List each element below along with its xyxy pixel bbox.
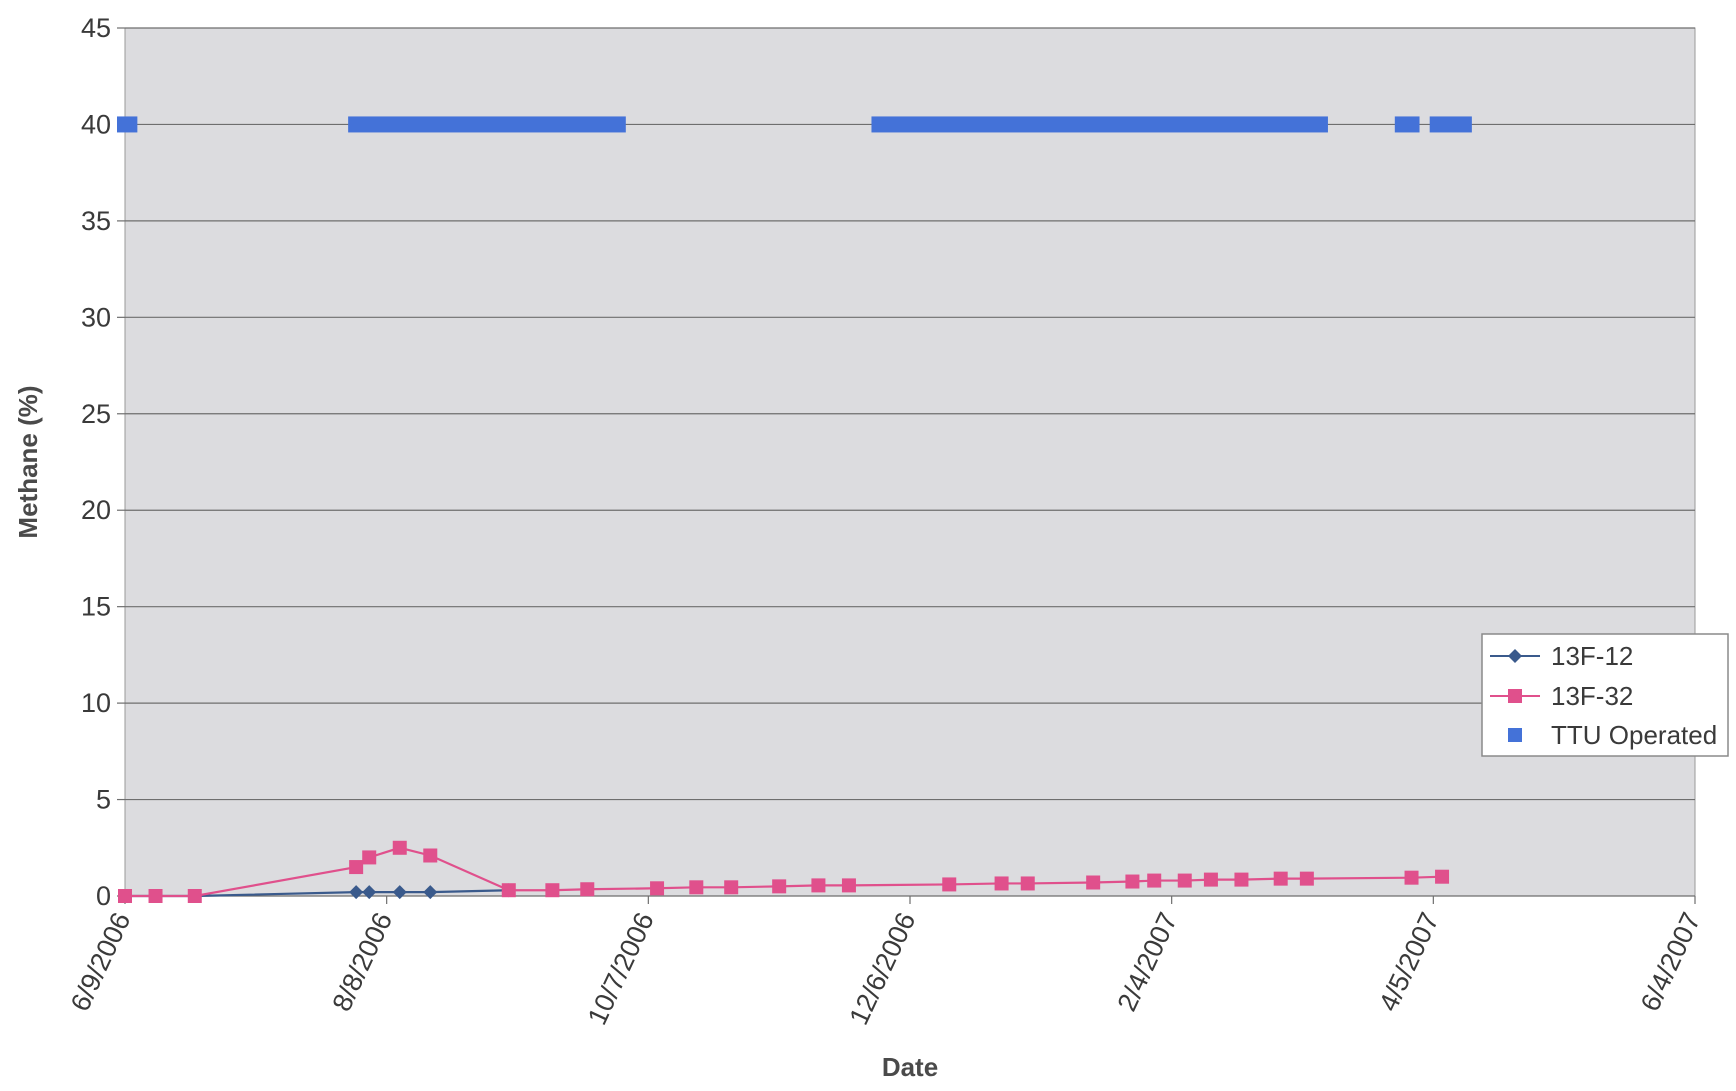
data-point <box>942 877 957 892</box>
y-tick-label: 40 <box>81 109 111 139</box>
data-point <box>392 885 407 900</box>
data-point <box>1125 874 1140 889</box>
data-point <box>545 883 560 898</box>
data-point <box>349 885 364 900</box>
y-tick-label: 45 <box>81 13 111 43</box>
data-point <box>689 880 704 895</box>
series-13f-32 <box>118 840 1450 903</box>
y-axis-title: Methane (%) <box>13 385 43 538</box>
data-point <box>362 885 377 900</box>
y-tick-label: 5 <box>96 785 111 815</box>
x-axis-title: Date <box>882 1052 938 1082</box>
data-point <box>1299 871 1314 886</box>
data-point <box>362 850 377 865</box>
data-point <box>994 876 1009 891</box>
ttu-operated-period <box>348 116 626 133</box>
ttu-operated-period <box>1394 116 1420 133</box>
y-tick-labels: 0 5 10 15 20 25 30 35 40 45 <box>81 13 111 911</box>
data-point <box>1147 873 1162 888</box>
ttu-operated-period <box>1429 116 1472 133</box>
data-point <box>772 879 787 894</box>
data-point <box>1086 875 1101 890</box>
data-point <box>1020 876 1035 891</box>
legend-label-ttu-operated: TTU Operated <box>1551 720 1717 750</box>
plot-area <box>124 27 1696 897</box>
ttu-operated-period <box>117 116 138 133</box>
y-tick-label: 0 <box>96 881 111 911</box>
data-point <box>1404 870 1419 885</box>
y-tick-label: 25 <box>81 399 111 429</box>
ttu-operated-period <box>871 116 1328 133</box>
data-point <box>118 889 132 903</box>
y-tick-label: 35 <box>81 206 111 236</box>
gridlines <box>117 27 1695 897</box>
legend-marker-ttu-operated <box>1508 728 1522 742</box>
y-tick-label: 20 <box>81 495 111 525</box>
legend-marker-13f-12 <box>1508 649 1522 663</box>
data-point <box>841 878 856 893</box>
data-point <box>1273 871 1288 886</box>
data-point <box>423 885 438 900</box>
y-tick-label: 30 <box>81 302 111 332</box>
data-point <box>187 889 202 903</box>
data-point <box>580 882 595 897</box>
series-ttu-operated <box>117 116 1472 133</box>
data-point <box>148 889 163 903</box>
data-point <box>724 880 739 895</box>
data-point <box>650 881 665 896</box>
y-tick-label: 10 <box>81 688 111 718</box>
data-point <box>1234 872 1249 887</box>
data-point <box>1435 869 1450 884</box>
data-point <box>423 848 438 863</box>
data-point <box>1203 872 1218 887</box>
data-point <box>811 878 826 893</box>
legend: 13F-12 13F-32 TTU Operated <box>1481 633 1729 757</box>
data-point <box>392 840 407 855</box>
y-tick-label: 15 <box>81 592 111 622</box>
legend-label-13f-12: 13F-12 <box>1551 641 1633 671</box>
data-point <box>501 883 516 898</box>
legend-label-13f-32: 13F-32 <box>1551 681 1633 711</box>
data-point <box>1177 873 1192 888</box>
data-point <box>349 860 364 875</box>
legend-marker-13f-32 <box>1508 689 1522 703</box>
